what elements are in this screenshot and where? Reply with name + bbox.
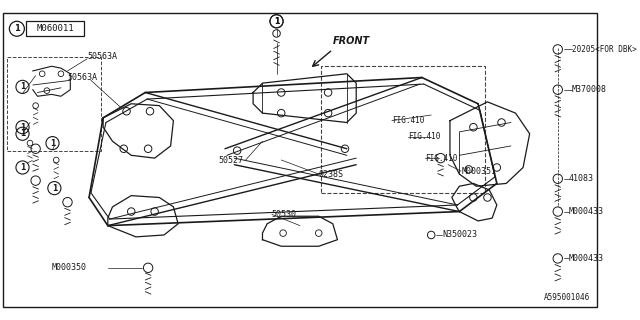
Text: 1: 1 xyxy=(14,24,20,33)
Text: 50527: 50527 xyxy=(218,156,243,164)
Text: 1: 1 xyxy=(274,17,279,26)
Text: FIG.410: FIG.410 xyxy=(408,132,440,141)
Bar xyxy=(8,57,101,151)
Text: FIG.410: FIG.410 xyxy=(425,154,457,163)
Text: 1: 1 xyxy=(20,163,25,172)
Text: 1: 1 xyxy=(20,82,25,92)
Text: N350023: N350023 xyxy=(442,230,477,239)
Text: 1: 1 xyxy=(50,139,55,148)
Text: FRONT: FRONT xyxy=(333,36,370,46)
Bar xyxy=(26,21,84,36)
Text: 1: 1 xyxy=(20,129,25,138)
Text: M000350: M000350 xyxy=(52,263,86,272)
Text: 1: 1 xyxy=(20,123,25,132)
Text: 20205<FOR DBK>: 20205<FOR DBK> xyxy=(572,45,637,54)
Text: M000433: M000433 xyxy=(569,207,604,216)
Text: 0238S: 0238S xyxy=(319,170,344,179)
Text: M370008: M370008 xyxy=(572,85,607,94)
Text: 50563A: 50563A xyxy=(87,52,117,61)
Text: M000433: M000433 xyxy=(569,254,604,263)
Text: 50563A: 50563A xyxy=(67,73,97,82)
Text: FIG.410: FIG.410 xyxy=(392,116,424,125)
Bar xyxy=(321,66,484,193)
Text: 41083: 41083 xyxy=(569,174,594,183)
Text: 50530: 50530 xyxy=(272,210,297,219)
Text: 1: 1 xyxy=(52,184,57,193)
Text: M060011: M060011 xyxy=(36,24,74,33)
Text: 1: 1 xyxy=(274,17,279,26)
Text: M000351: M000351 xyxy=(461,167,496,176)
Text: A595001046: A595001046 xyxy=(545,293,591,302)
